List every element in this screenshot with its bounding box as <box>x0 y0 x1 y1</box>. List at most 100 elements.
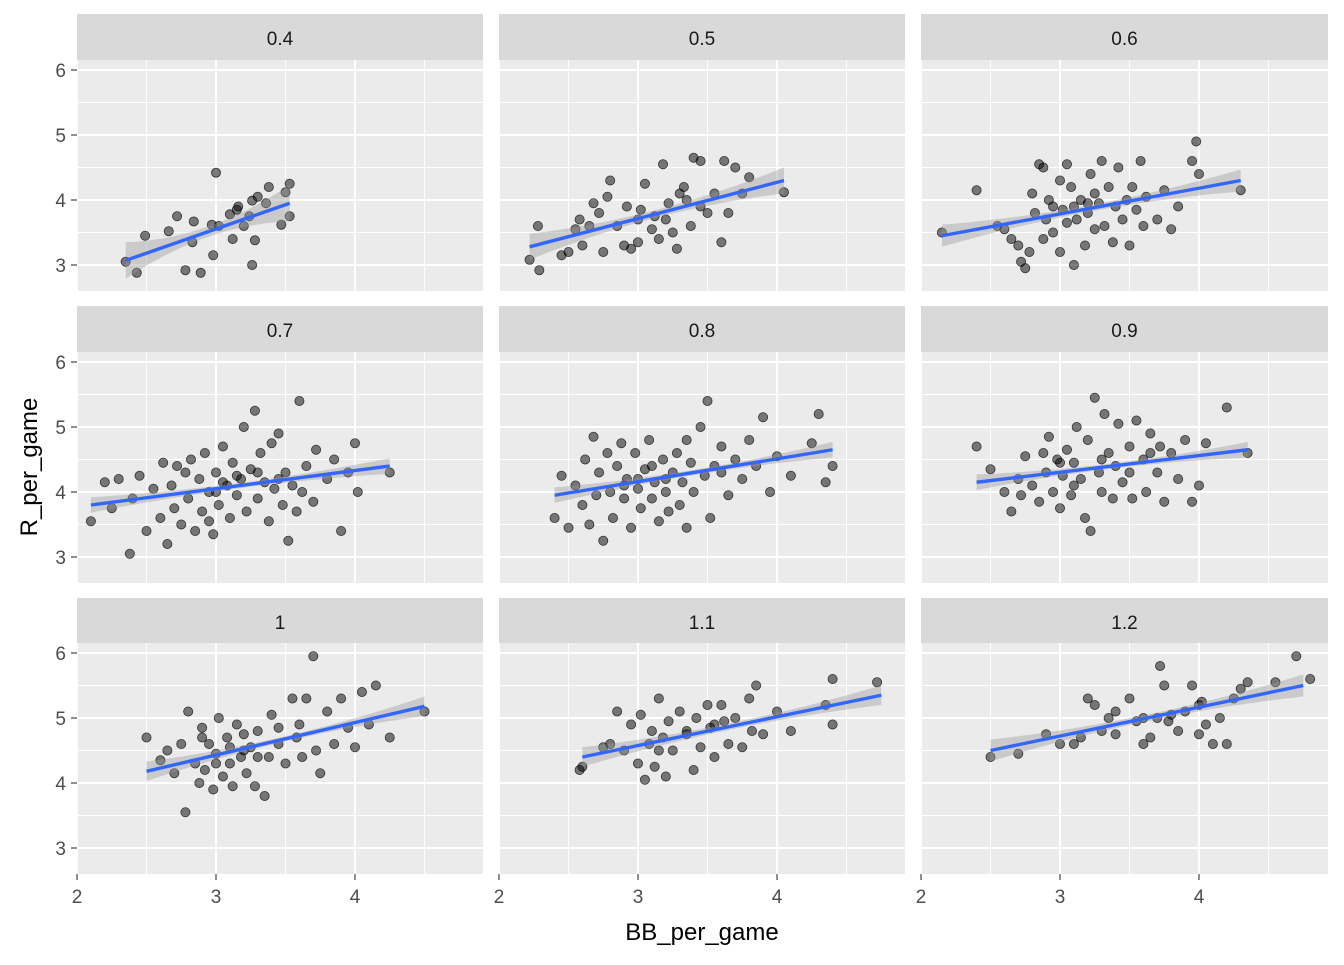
data-point <box>266 709 277 720</box>
data-point <box>594 207 605 218</box>
data-point <box>612 706 623 717</box>
data-point <box>297 752 308 763</box>
data-point <box>658 159 669 170</box>
data-point <box>280 467 291 478</box>
data-point <box>210 167 221 178</box>
data-point <box>574 214 585 225</box>
data-point <box>705 513 716 524</box>
data-point <box>169 768 180 779</box>
y-tick-label: 3 <box>55 256 66 277</box>
data-point <box>524 254 535 265</box>
data-point <box>619 493 630 504</box>
data-point <box>217 441 228 452</box>
data-point <box>626 522 637 533</box>
data-point <box>1152 467 1163 478</box>
data-point <box>185 454 196 465</box>
data-point <box>1096 454 1107 465</box>
data-point <box>677 477 688 488</box>
data-point <box>213 713 224 724</box>
data-point <box>723 490 734 501</box>
data-point <box>646 726 657 737</box>
data-point <box>1138 220 1149 231</box>
data-point <box>702 700 713 711</box>
data-point <box>577 761 588 772</box>
data-point <box>231 490 242 501</box>
data-point <box>1082 693 1093 704</box>
data-point <box>971 441 982 452</box>
data-point <box>639 178 650 189</box>
data-point <box>1131 204 1142 215</box>
data-point <box>695 742 706 753</box>
data-point <box>681 522 692 533</box>
x-tick-label: 3 <box>633 887 644 908</box>
data-point <box>758 412 769 423</box>
y-axis-title: R_per_game <box>16 398 43 537</box>
data-point <box>384 467 395 478</box>
data-point <box>238 729 249 740</box>
data-point <box>1061 444 1072 455</box>
data-point <box>1141 486 1152 497</box>
data-point <box>294 719 305 730</box>
data-point <box>723 207 734 218</box>
data-point <box>176 519 187 530</box>
data-point <box>155 755 166 766</box>
data-point <box>141 526 152 537</box>
data-point <box>716 441 727 452</box>
x-tick-label: 2 <box>916 887 927 908</box>
data-point <box>653 233 664 244</box>
data-point <box>594 467 605 478</box>
data-point <box>1024 246 1035 257</box>
data-point <box>1027 480 1038 491</box>
panel-background <box>499 643 905 874</box>
data-point <box>1089 392 1100 403</box>
data-point <box>283 535 294 546</box>
data-point <box>252 493 263 504</box>
facet-strip-label: 0.5 <box>689 29 715 50</box>
data-point <box>633 237 644 248</box>
data-point <box>1187 496 1198 507</box>
data-point <box>1124 467 1135 478</box>
data-point <box>162 539 173 550</box>
data-point <box>746 726 757 737</box>
data-point <box>999 486 1010 497</box>
data-point <box>273 722 284 733</box>
data-point <box>263 516 274 527</box>
data-point <box>744 434 755 445</box>
data-point <box>1235 683 1246 694</box>
data-point <box>1082 434 1093 445</box>
data-point <box>751 680 762 691</box>
regression-line <box>976 448 1248 484</box>
data-point <box>141 732 152 743</box>
data-point <box>169 503 180 514</box>
data-point <box>570 480 581 491</box>
x-tick-label: 2 <box>72 887 83 908</box>
data-point <box>227 781 238 792</box>
data-point <box>598 246 609 257</box>
data-point <box>1113 418 1124 429</box>
data-point <box>172 460 183 471</box>
data-point <box>612 460 623 471</box>
data-point <box>658 454 669 465</box>
data-point <box>588 431 599 442</box>
x-tick-label: 3 <box>1055 887 1066 908</box>
panel-background <box>77 352 483 583</box>
data-point <box>663 716 674 727</box>
data-point <box>329 454 340 465</box>
data-point <box>204 516 215 527</box>
data-point <box>1034 496 1045 507</box>
facet-strip-label: 0.6 <box>1111 29 1137 50</box>
y-tick-label: 5 <box>55 709 66 730</box>
data-point <box>213 499 224 510</box>
data-point <box>681 434 692 445</box>
data-point <box>280 758 291 769</box>
data-point <box>1124 240 1135 251</box>
panel-background <box>921 352 1328 583</box>
y-tick-label: 3 <box>55 548 66 569</box>
data-point <box>370 680 381 691</box>
data-point <box>1020 263 1031 274</box>
data-point <box>276 219 287 230</box>
data-point <box>188 216 199 227</box>
y-tick-label: 6 <box>55 353 66 374</box>
data-point <box>549 513 560 524</box>
facet-strip <box>77 14 483 60</box>
